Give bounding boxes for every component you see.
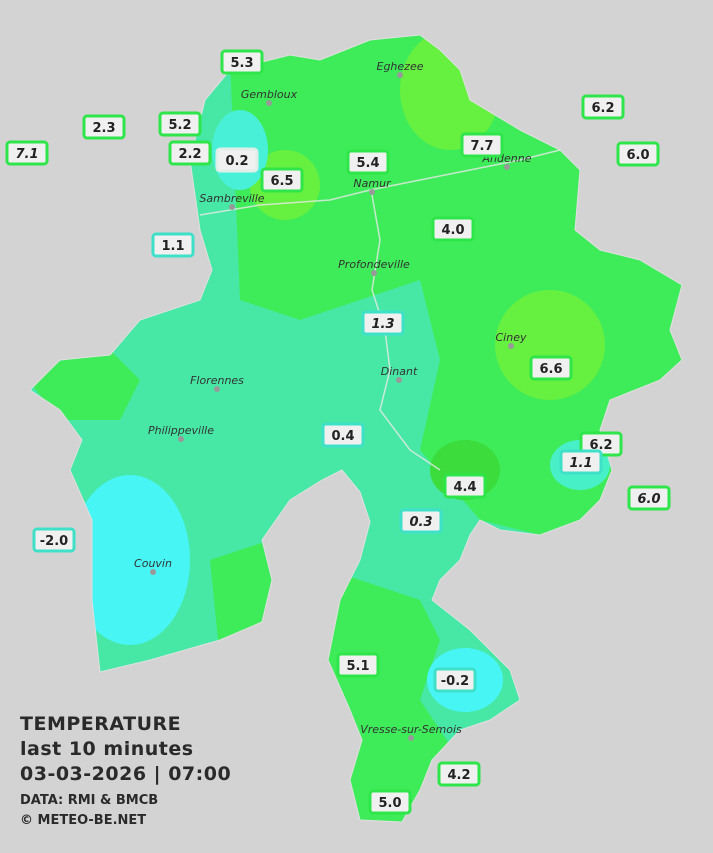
station-box	[627, 485, 671, 511]
station-value: 6.2	[591, 101, 614, 116]
field-hot	[495, 290, 605, 400]
station-value: 2.3	[92, 121, 115, 136]
station-value: 1.1	[569, 456, 592, 471]
station-value: 5.1	[346, 659, 369, 674]
station-value: 5.2	[168, 118, 191, 133]
station-value: 4.4	[453, 480, 476, 495]
station-value: 7.1	[15, 147, 38, 162]
station-box	[460, 132, 504, 158]
station-value: 4.0	[441, 223, 464, 238]
station-box	[215, 147, 259, 173]
station-value: 2.2	[178, 147, 201, 162]
station-box	[443, 473, 487, 499]
station-value: 7.7	[470, 139, 493, 154]
town-dot	[508, 343, 514, 349]
town-label: Dinant	[381, 365, 418, 378]
town-label: Ciney	[496, 331, 527, 344]
station-box	[433, 667, 477, 693]
town-label: Florennes	[190, 374, 244, 387]
station-value: 6.5	[270, 174, 293, 189]
title-line: last 10 minutes	[20, 738, 194, 760]
station-box	[32, 527, 76, 553]
title-line: TEMPERATURE	[20, 713, 181, 735]
station-value: 0.2	[225, 154, 248, 169]
station-value: 6.0	[626, 148, 649, 163]
station-box	[529, 355, 573, 381]
station-box	[346, 149, 390, 175]
station-value: 5.0	[378, 796, 401, 811]
town-label: Vresse-sur-Semois	[360, 723, 462, 736]
station-value: 6.6	[539, 362, 562, 377]
station-box	[368, 789, 412, 815]
station-box	[220, 49, 264, 75]
title-line: 03-03-2026 | 07:00	[20, 763, 231, 785]
town-dot	[150, 569, 156, 575]
station-value: 6.2	[589, 438, 612, 453]
town-dot	[371, 270, 377, 276]
station-box	[168, 140, 212, 166]
station-value: 1.3	[371, 317, 394, 332]
station-box	[151, 232, 195, 258]
town-label: Eghezee	[377, 60, 424, 73]
town-dot	[214, 386, 220, 392]
station-value: 0.4	[331, 429, 354, 444]
town-dot	[266, 100, 272, 106]
station-box	[336, 652, 380, 678]
station-box	[361, 310, 405, 336]
town-label: Namur	[353, 177, 392, 190]
station-box	[431, 216, 475, 242]
station-box	[559, 449, 603, 475]
station-value: 1.1	[161, 239, 184, 254]
station-value: -0.2	[441, 674, 469, 689]
station-box	[82, 114, 126, 140]
station-box	[5, 140, 49, 166]
town-label: Sambreville	[199, 192, 264, 205]
station-value: 5.4	[356, 156, 379, 171]
station-value: 6.0	[637, 492, 660, 507]
town-label: Couvin	[134, 557, 172, 570]
town-dot	[504, 164, 510, 170]
town-label: Profondeville	[338, 258, 410, 271]
town-dot	[229, 204, 235, 210]
river	[199, 149, 561, 471]
station-value: 4.2	[447, 768, 470, 783]
credit-line: © METEO-BE.NET	[20, 813, 146, 828]
town-dot	[369, 189, 375, 195]
station-value: -2.0	[40, 534, 68, 549]
station-box	[581, 94, 625, 120]
station-box	[260, 167, 304, 193]
town-label: Gembloux	[241, 88, 298, 101]
credit-line: DATA: RMI & BMCB	[20, 793, 158, 808]
field-cold	[70, 475, 190, 645]
station-box	[158, 111, 202, 137]
station-box	[437, 761, 481, 787]
town-label: Philippeville	[148, 424, 214, 437]
station-box	[616, 141, 660, 167]
station-box	[399, 508, 443, 534]
station-value: 0.3	[409, 515, 432, 530]
station-value: 5.3	[230, 56, 253, 71]
town-dot	[396, 377, 402, 383]
town-dot	[178, 436, 184, 442]
town-dot	[397, 72, 403, 78]
station-box	[321, 422, 365, 448]
town-dot	[408, 735, 414, 741]
